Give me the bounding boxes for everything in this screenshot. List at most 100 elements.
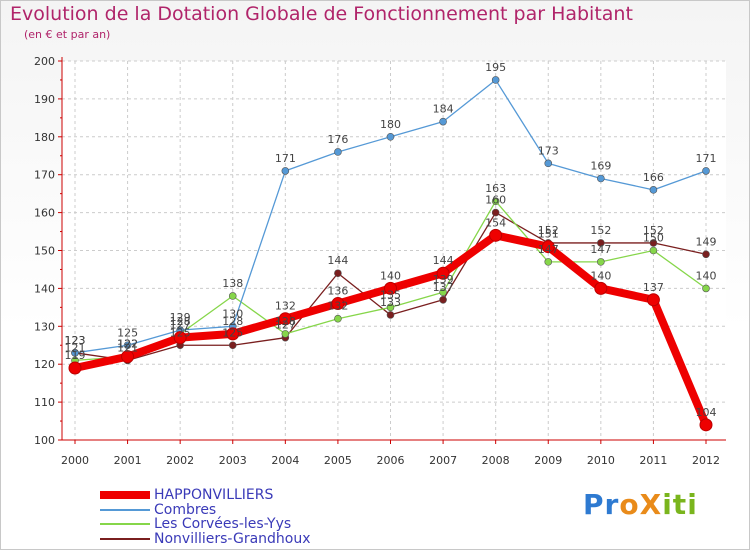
data-label: 149 [696, 235, 717, 248]
data-label: 152 [538, 224, 559, 237]
legend-item-corvees: Les Corvées-les-Yys [100, 516, 291, 531]
legend-label-nonvilliers: Nonvilliers-Grandhoux [154, 530, 311, 547]
data-point [541, 240, 555, 254]
data-label: 132 [327, 300, 348, 313]
legend-swatch-nonvilliers [100, 537, 150, 540]
data-label: 180 [380, 118, 401, 131]
data-point [173, 331, 187, 345]
data-label: 127 [275, 319, 296, 332]
data-label: 144 [433, 254, 454, 267]
data-label: 122 [117, 338, 138, 351]
data-label: 169 [590, 159, 611, 172]
data-label: 171 [275, 152, 296, 165]
data-label: 133 [380, 296, 401, 309]
data-label: 139 [433, 273, 454, 286]
data-point [334, 269, 342, 278]
data-point [649, 239, 658, 247]
data-label: 125 [170, 326, 191, 339]
data-label: 123 [65, 334, 86, 347]
data-point [491, 208, 500, 217]
data-label: 128 [170, 315, 191, 328]
data-label: 151 [538, 228, 559, 241]
data-label: 140 [696, 269, 717, 282]
y-tick-label: 160 [34, 207, 55, 220]
data-point [597, 239, 605, 247]
data-point [544, 258, 553, 266]
data-label: 130 [222, 307, 243, 320]
data-label: 195 [485, 61, 506, 74]
data-point [489, 228, 503, 242]
data-point [121, 350, 135, 364]
legend-item-combres: Combres [100, 502, 216, 517]
x-tick-label: 2009 [534, 454, 562, 467]
legend-swatch-combres [100, 508, 150, 511]
y-tick-label: 190 [34, 93, 55, 106]
data-point [491, 76, 500, 84]
x-tick-label: 2011 [639, 454, 667, 467]
data-point [699, 418, 713, 432]
data-label: 176 [327, 133, 348, 146]
data-point [331, 297, 345, 311]
data-point [386, 311, 395, 319]
y-tick-label: 170 [34, 169, 55, 182]
x-tick-label: 2007 [429, 454, 457, 467]
data-label: 171 [696, 152, 717, 165]
y-tick-label: 100 [34, 434, 55, 447]
data-point [334, 314, 342, 323]
data-point [702, 284, 710, 293]
data-point [597, 258, 605, 266]
y-tick-label: 110 [34, 396, 55, 409]
data-point [386, 303, 395, 312]
data-point [123, 341, 132, 350]
data-point [544, 159, 553, 168]
data-point [281, 167, 290, 175]
data-label: 132 [275, 300, 296, 313]
logo-letter: t [672, 488, 688, 521]
data-label: 147 [538, 243, 559, 256]
x-tick-label: 2002 [166, 454, 194, 467]
data-point [281, 330, 290, 338]
data-point [384, 281, 397, 295]
x-tick-label: 2000 [61, 454, 89, 467]
data-point [334, 148, 342, 156]
x-tick-label: 2001 [114, 454, 142, 467]
data-point [439, 288, 447, 296]
data-label: 122 [117, 338, 138, 351]
data-point [226, 327, 240, 341]
data-label: 137 [433, 281, 454, 294]
data-label: 144 [327, 254, 348, 267]
data-point [386, 133, 395, 141]
y-tick-label: 150 [34, 245, 55, 258]
data-point [439, 295, 447, 304]
data-label: 125 [117, 326, 138, 339]
data-point [594, 281, 608, 295]
data-point [702, 250, 710, 259]
legend-swatch-happonvilliers [100, 490, 150, 499]
data-label: 128 [222, 315, 243, 328]
data-point [228, 292, 237, 300]
data-label: 121 [117, 341, 138, 354]
y-tick-label: 130 [34, 320, 55, 333]
data-label: 127 [170, 319, 191, 332]
data-point [68, 361, 82, 375]
logo-letter: r [604, 488, 620, 521]
data-label: 121 [65, 341, 86, 354]
data-point [439, 117, 447, 126]
logo-letter: X [639, 488, 663, 521]
data-label: 173 [538, 144, 559, 157]
data-label: 119 [65, 349, 86, 362]
data-label: 104 [696, 406, 717, 419]
proxiti-logo: ProXiti [583, 488, 698, 521]
x-tick-label: 2008 [482, 454, 510, 467]
chart-title: Evolution de la Dotation Globale de Fonc… [10, 3, 633, 25]
x-tick-label: 2010 [587, 454, 615, 467]
legend-label-happonvilliers: HAPPONVILLIERS [154, 486, 274, 503]
data-label: 140 [590, 269, 611, 282]
data-point [436, 266, 450, 280]
data-label: 163 [485, 182, 506, 195]
data-label: 140 [380, 269, 401, 282]
y-tick-label: 120 [34, 358, 55, 371]
data-point [646, 293, 660, 307]
data-label: 136 [327, 285, 348, 298]
